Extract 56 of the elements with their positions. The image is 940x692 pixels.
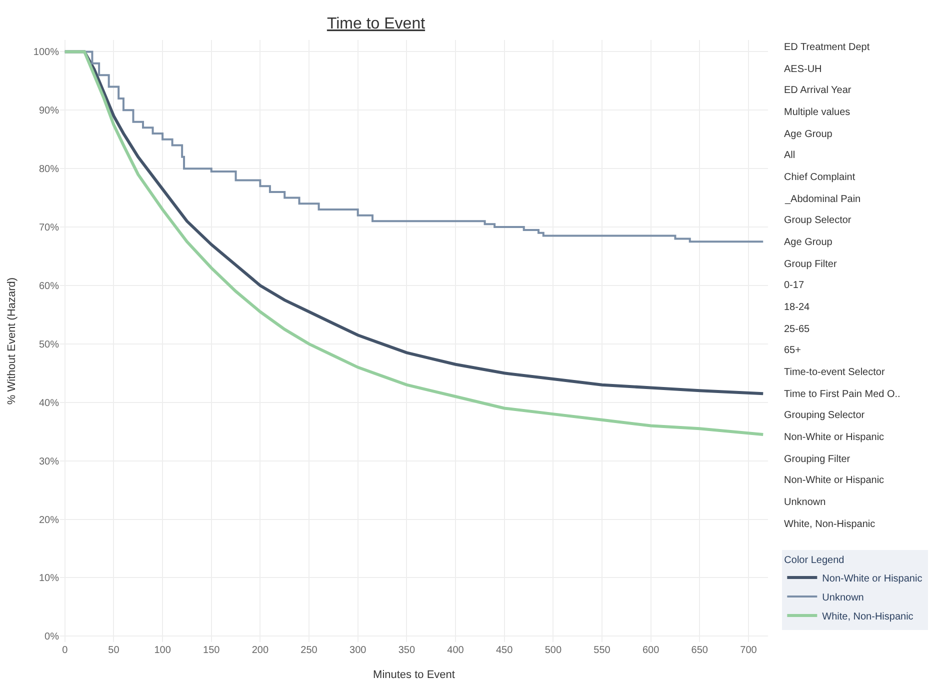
chart-title: Time to Event xyxy=(326,16,426,32)
text: Grouping Filter xyxy=(784,454,851,465)
text: ED Arrival Year xyxy=(784,85,852,96)
text: 25-65 xyxy=(784,324,810,335)
y-axis-title: % Without Event (Hazard) xyxy=(6,277,18,405)
x-tick-label: 250 xyxy=(300,645,318,656)
text: Chief Complaint xyxy=(784,172,856,183)
text: Time-to-event Selector xyxy=(784,367,886,378)
x-tick-label: 550 xyxy=(594,645,611,656)
text: Time to First Pain Med O.. xyxy=(784,389,900,400)
y-tick-label: 10% xyxy=(38,573,60,584)
text: 18-24 xyxy=(784,302,810,313)
y-tick-label: 20% xyxy=(38,514,60,526)
text: 0-17 xyxy=(784,280,804,291)
text: Group Filter xyxy=(784,259,838,270)
text: ED Treatment Dept xyxy=(784,42,870,53)
x-tick-label: 0 xyxy=(62,645,68,656)
x-tick-label: 450 xyxy=(496,645,514,656)
y-tick-label: 80% xyxy=(38,164,60,176)
text: Multiple values xyxy=(784,107,850,118)
legend-label: White, Non-Hispanic xyxy=(822,611,914,622)
x-tick-label: 50 xyxy=(108,645,120,656)
x-tick-label: 600 xyxy=(642,645,660,656)
x-tick-label: 500 xyxy=(544,645,562,656)
x-axis-title: Minutes to Event xyxy=(373,669,455,682)
y-tick-label: 100% xyxy=(33,47,60,58)
x-tick-label: 300 xyxy=(350,645,367,656)
text: _Abdominal Pain xyxy=(784,194,861,205)
x-tick-label: 100 xyxy=(154,645,172,656)
y-tick-label: 50% xyxy=(38,339,60,350)
text: Group Selector xyxy=(784,215,852,226)
x-tick-label: 150 xyxy=(203,645,220,656)
y-tick-label: 60% xyxy=(38,280,60,292)
text: Grouping Selector xyxy=(784,410,866,421)
text: 65+ xyxy=(784,345,802,356)
y-tick-label: 70% xyxy=(38,222,60,234)
text: Unknown xyxy=(784,497,826,508)
x-tick-label: 350 xyxy=(398,645,416,656)
text: Age Group xyxy=(784,129,833,140)
legend-label: Non-White or Hispanic xyxy=(822,573,922,584)
y-tick-label: 0% xyxy=(44,632,60,643)
x-tick-label: 400 xyxy=(447,645,464,656)
text: AES-UH xyxy=(784,64,822,75)
legend-label: Unknown xyxy=(822,592,864,604)
y-tick-label: 40% xyxy=(38,398,60,409)
text: Age Group xyxy=(784,237,833,248)
x-tick-label: 200 xyxy=(252,645,269,656)
text: White, Non-Hispanic xyxy=(784,519,876,530)
y-tick-label: 90% xyxy=(38,106,60,117)
text: Non-White or Hispanic xyxy=(784,475,884,486)
x-tick-label: 650 xyxy=(691,645,708,656)
text: All xyxy=(784,150,796,161)
legend-title: Color Legend xyxy=(784,554,844,566)
x-tick-label: 700 xyxy=(740,645,758,656)
text: Non-White or Hispanic xyxy=(784,432,884,443)
y-tick-label: 30% xyxy=(38,456,60,468)
